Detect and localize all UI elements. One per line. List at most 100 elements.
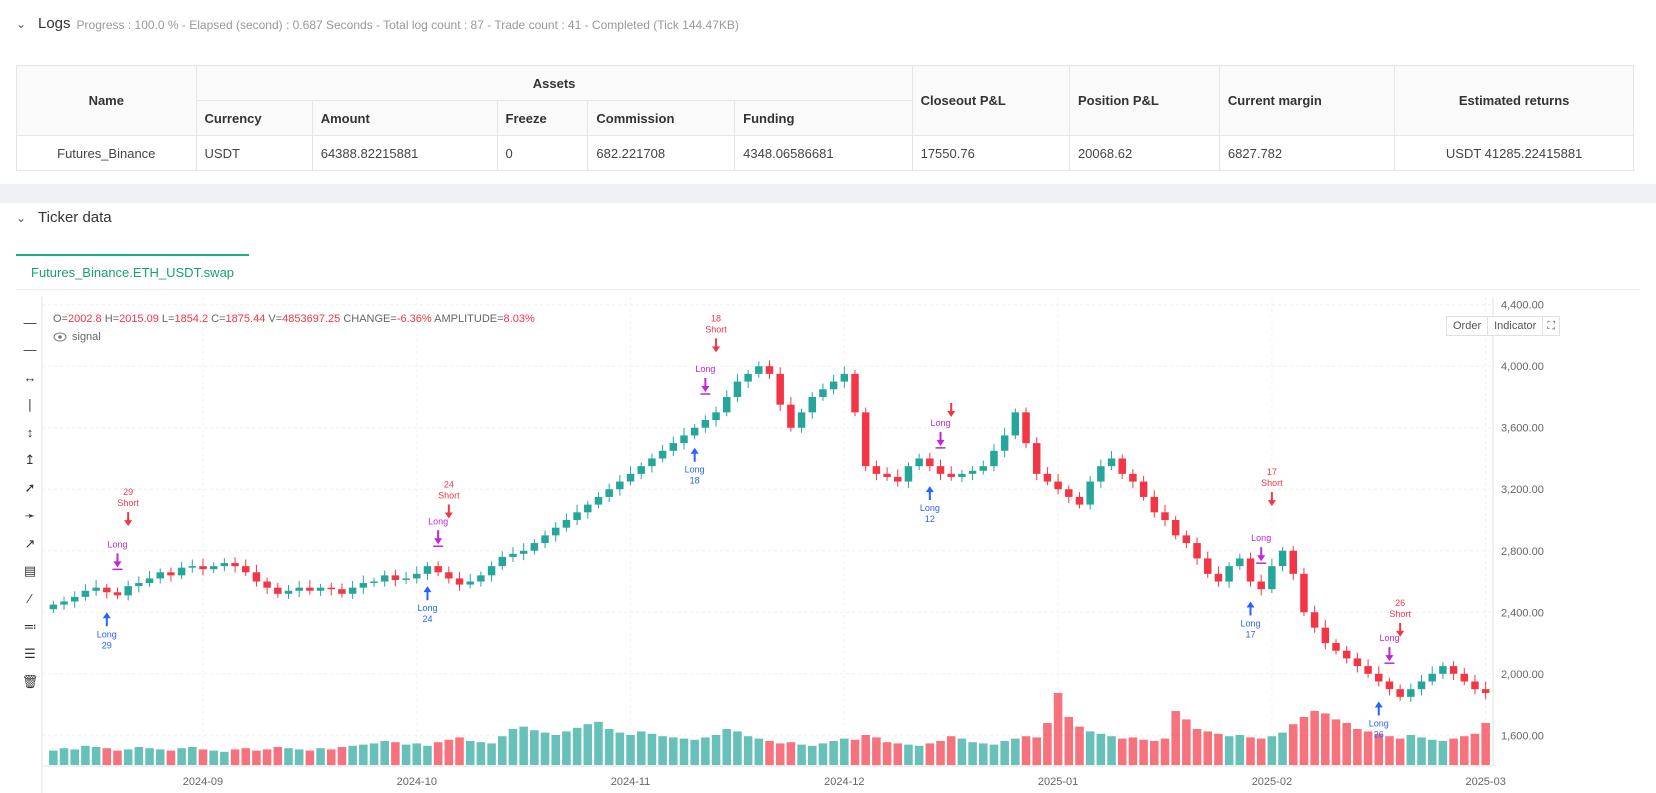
volume-bar <box>818 743 828 765</box>
volume-bar <box>946 736 956 765</box>
candle <box>391 575 400 580</box>
candle <box>990 450 998 467</box>
logs-title: Logs <box>38 15 71 32</box>
candle <box>316 587 325 591</box>
candle <box>231 563 239 567</box>
chevron-down-icon[interactable]: ⌄ <box>16 16 27 31</box>
volume-bar <box>348 745 357 765</box>
fib-lines-icon[interactable]: ≕ <box>23 618 37 634</box>
candle <box>135 583 143 587</box>
short-arrow <box>712 338 721 353</box>
candle <box>829 381 838 390</box>
candle <box>573 512 581 520</box>
parallel-lines-icon[interactable]: ∕ <box>28 591 32 607</box>
vertical-segment-icon[interactable]: ↕ <box>26 425 34 441</box>
volume-bar <box>840 738 849 765</box>
volume-bar <box>1011 738 1020 765</box>
fullscreen-icon[interactable]: ⛶ <box>1543 316 1561 336</box>
volume-bar <box>872 737 881 765</box>
volume-bar <box>583 724 593 765</box>
candle <box>872 466 881 474</box>
candle <box>1396 689 1404 697</box>
eye-icon[interactable] <box>53 332 67 342</box>
candle <box>1321 627 1330 644</box>
price-line-icon[interactable]: ▤ <box>23 563 37 579</box>
th-assets: Assets <box>195 65 913 101</box>
cell-commission: 682.221708 <box>587 135 736 171</box>
candle <box>1236 558 1244 567</box>
logs-info: Progress : 100.0 % - Elapsed (second) : … <box>76 17 739 32</box>
chevron-down-icon[interactable]: ⌄ <box>16 210 27 225</box>
candle <box>541 535 549 544</box>
close-long-arrow <box>113 553 122 568</box>
candle <box>402 578 410 580</box>
short-arrow <box>1267 492 1276 507</box>
candle <box>1342 650 1351 659</box>
horizontal-line-icon[interactable]: — <box>23 314 37 330</box>
volume-bar <box>134 747 144 765</box>
th-margin: Current margin <box>1218 65 1396 136</box>
ticker-header[interactable]: ⌄ Ticker data <box>16 209 112 226</box>
candle <box>658 450 667 459</box>
th-funding: Funding <box>734 100 913 136</box>
volume-bar <box>647 733 657 765</box>
candle <box>840 373 849 382</box>
signal-legend[interactable]: signal <box>53 331 101 343</box>
candle <box>701 420 710 428</box>
long-arrow <box>690 447 699 462</box>
volume-bar <box>968 742 977 765</box>
candlestick-chart[interactable]: 1,600.00 2,000.00 2,400.00 2,800.00 3,200.00… <box>0 297 1656 793</box>
candle <box>1257 581 1265 590</box>
candle <box>755 366 763 374</box>
candle <box>103 587 111 593</box>
volume-bar <box>1053 693 1063 765</box>
volume-bar <box>701 737 710 765</box>
segment-line-icon[interactable]: ↗ <box>24 535 36 551</box>
order-button[interactable]: Order <box>1446 316 1489 336</box>
y-tick-label: 4,400.00 <box>1501 300 1544 312</box>
volume-bar <box>1032 737 1041 765</box>
candle <box>306 587 314 591</box>
volume-bar <box>444 739 454 765</box>
volume-bar <box>1321 713 1330 765</box>
candle <box>359 583 368 588</box>
candle <box>744 373 752 382</box>
logs-header[interactable]: ⌄ Logs Progress : 100.0 % - Elapsed (sec… <box>16 15 739 32</box>
candle <box>851 373 859 413</box>
candle <box>1225 566 1233 582</box>
volume-bar <box>530 730 539 765</box>
vertical-ray-icon[interactable]: ↥ <box>24 452 36 468</box>
volume-bar <box>604 729 614 765</box>
horizontal-ray-icon[interactable]: ― <box>23 342 37 358</box>
volume-bar <box>743 736 753 765</box>
volume-bar <box>1075 726 1084 765</box>
trash-icon[interactable]: 🗑 <box>21 673 39 689</box>
cell-freeze: 0 <box>496 135 589 171</box>
vertical-line-icon[interactable]: ∣ <box>26 397 34 413</box>
volume-bar <box>401 744 411 765</box>
long-count: 12 <box>925 514 935 524</box>
volume-bar <box>904 744 913 765</box>
close-long-arrow <box>701 378 710 393</box>
volume-bar <box>1235 735 1245 765</box>
volume-bar <box>615 732 625 765</box>
short-arrow <box>947 402 956 417</box>
ray-line-icon[interactable]: ➛ <box>24 507 36 523</box>
volume-bar <box>155 749 165 765</box>
candle <box>92 587 100 591</box>
candle <box>669 443 678 451</box>
volume-bar <box>326 749 336 765</box>
candle <box>551 527 560 536</box>
volume-bar <box>1385 736 1394 765</box>
volume-bar <box>230 749 240 765</box>
candle <box>60 601 68 605</box>
candle <box>584 504 592 513</box>
volume-bar <box>1299 717 1309 765</box>
candle <box>1310 612 1319 628</box>
tab-eth-usdt-swap[interactable]: Futures_Binance.ETH_USDT.swap <box>16 254 250 290</box>
fib-retracement-icon[interactable]: ☰ <box>24 646 36 662</box>
horizontal-segment-icon[interactable]: ↔ <box>23 369 37 385</box>
volume-bar <box>1192 729 1202 765</box>
indicator-button[interactable]: Indicator <box>1488 316 1544 336</box>
trend-line-icon[interactable]: ➚ <box>24 480 36 496</box>
